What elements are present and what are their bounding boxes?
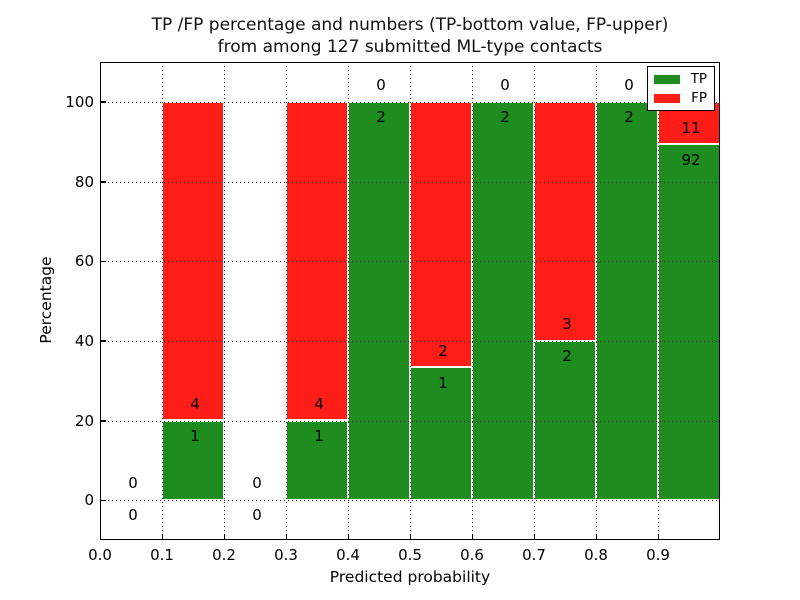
bar-segment-tp [658,144,720,501]
x-tick-label: 0.9 [646,546,670,564]
bar-segment-fp [534,101,596,341]
x-tick-mark [657,534,659,539]
tp-count-label: 1 [314,426,324,445]
bar-segment-fp [410,101,472,368]
x-tick-mark [595,534,597,539]
y-tick-label: 60 [74,252,94,271]
gridline-vertical [224,62,225,540]
bar-segment-tp [162,420,224,501]
x-tick-mark [471,534,473,539]
x-tick-label: 0.7 [522,546,546,564]
tp-count-label: 2 [500,107,510,126]
fp-count-label: 0 [376,76,386,95]
tp-count-label: 0 [128,506,138,525]
gridline-vertical [348,62,349,540]
x-tick-label: 0.2 [212,546,236,564]
x-tick-mark [285,534,287,539]
x-tick-label: 0.1 [150,546,174,564]
y-tick-label: 80 [74,172,94,191]
x-tick-label: 0.3 [274,546,298,564]
legend-item-tp: TP [654,72,707,86]
fp-count-label: 0 [500,76,510,95]
fp-count-label: 11 [681,118,701,137]
x-tick-label: 0.4 [336,546,360,564]
fp-color-swatch [654,93,680,103]
legend: TP FP [647,66,715,111]
legend-label-fp: FP [691,90,707,106]
bar-segment-tp [286,420,348,501]
y-tick-mark [100,181,106,183]
tp-count-label: 2 [624,107,634,126]
y-tick-label: 40 [74,331,94,350]
y-tick-mark [100,499,106,502]
x-tick-mark [223,534,225,539]
tp-count-label: 0 [252,506,262,525]
x-tick-label: 0.8 [584,546,608,564]
x-tick-mark [409,534,411,539]
chart-title-line2: from among 127 submitted ML-type contact… [217,37,603,57]
gridline-vertical [534,62,535,540]
legend-label-tp: TP [690,71,707,87]
fp-count-label: 0 [252,474,262,493]
x-tick-label: 0.5 [398,546,422,564]
gridline-vertical [410,62,411,540]
fp-count-label: 0 [624,76,634,95]
x-tick-mark [99,534,101,539]
y-tick-label: 20 [74,411,94,430]
y-tick-mark [100,260,106,263]
gridline-vertical [596,62,597,540]
chart-title: TP /FP percentage and numbers (TP-bottom… [100,14,720,58]
x-tick-mark [347,534,349,539]
fp-count-label: 4 [190,394,200,413]
plot-area: 0 0 4 1 0 0 4 1 0 2 2 1 0 2 3 2 0 2 11 92 [100,62,720,540]
bar-segment-tp [472,101,534,501]
x-tick-label: 0.0 [88,546,112,564]
bar-segment-tp [534,340,596,501]
fp-count-label: 0 [128,474,138,493]
x-tick-mark [533,534,535,539]
gridline-vertical [472,62,473,540]
gridline-vertical [658,62,659,540]
y-tick-mark [100,420,106,422]
legend-item-fp: FP [654,91,707,105]
tp-count-label: 92 [681,150,701,169]
gridline-vertical [162,62,163,540]
bar-segment-tp [348,101,410,501]
bar-segment-tp [596,101,658,501]
tp-count-label: 1 [190,426,200,445]
fp-count-label: 2 [438,341,448,360]
y-tick-mark [100,101,106,103]
tp-count-label: 2 [562,346,572,365]
tp-color-swatch [654,74,680,84]
fp-count-label: 4 [314,394,324,413]
gridline-vertical [286,62,287,540]
chart-title-line1: TP /FP percentage and numbers (TP-bottom… [151,15,669,35]
x-tick-label: 0.6 [460,546,484,564]
x-axis-label: Predicted probability [329,568,491,586]
x-tick-mark [161,534,163,539]
tp-count-label: 1 [438,373,448,392]
y-tick-mark [100,340,106,342]
fp-count-label: 3 [562,315,572,334]
y-tick-label: 0 [84,491,94,510]
tp-count-label: 2 [376,107,386,126]
y-tick-label: 100 [65,92,94,111]
